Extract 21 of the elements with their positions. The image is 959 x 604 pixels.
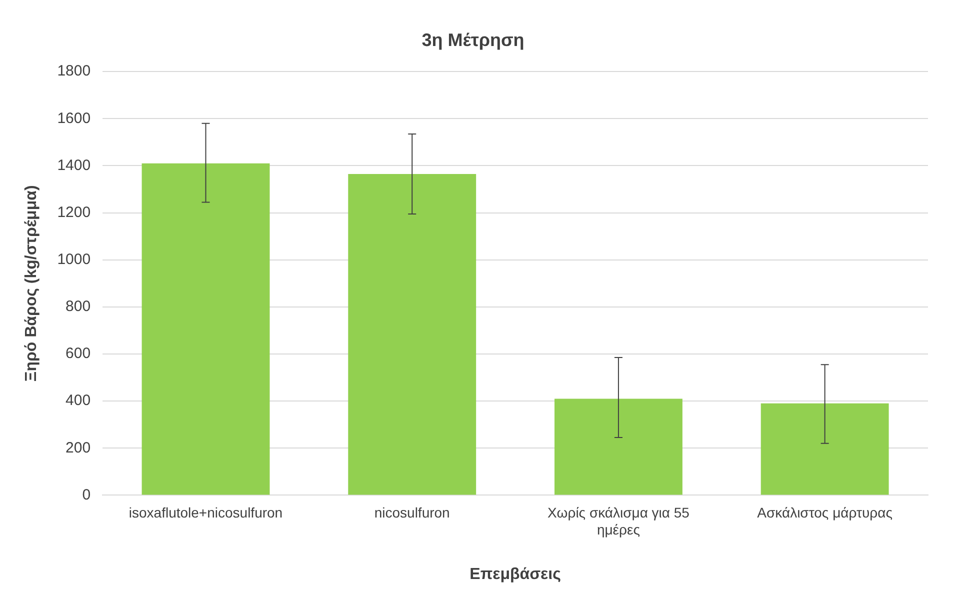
x-axis-title: Επεμβάσεις	[470, 566, 561, 583]
bar	[142, 163, 270, 495]
y-tick-label: 600	[66, 345, 91, 362]
y-tick-label: 1000	[57, 251, 91, 268]
y-tick-label: 1600	[57, 110, 91, 127]
chart-title: 3η Μέτρηση	[422, 30, 524, 50]
x-tick-label: nicosulfuron	[374, 504, 450, 520]
y-tick-label: 1200	[57, 204, 91, 221]
bar	[348, 174, 476, 495]
y-tick-label: 0	[82, 486, 91, 504]
y-axis-title: Ξηρό Βάρος (kg/στρέμμα)	[23, 185, 40, 382]
x-tick-label: isoxaflutole+nicosulfuron	[128, 504, 283, 520]
y-tick-label: 1800	[57, 62, 91, 80]
x-tick-label: Ασκάλιστος μάρτυρας	[757, 504, 893, 520]
y-tick-label: 800	[66, 298, 91, 316]
y-tick-label: 400	[66, 392, 91, 410]
y-tick-label: 200	[66, 439, 91, 456]
x-tick-label: Χωρίς σκάλισμα για 55 ημέρες	[547, 504, 690, 538]
y-tick-label: 1400	[57, 156, 91, 174]
bar	[554, 398, 682, 495]
bar	[760, 403, 889, 495]
